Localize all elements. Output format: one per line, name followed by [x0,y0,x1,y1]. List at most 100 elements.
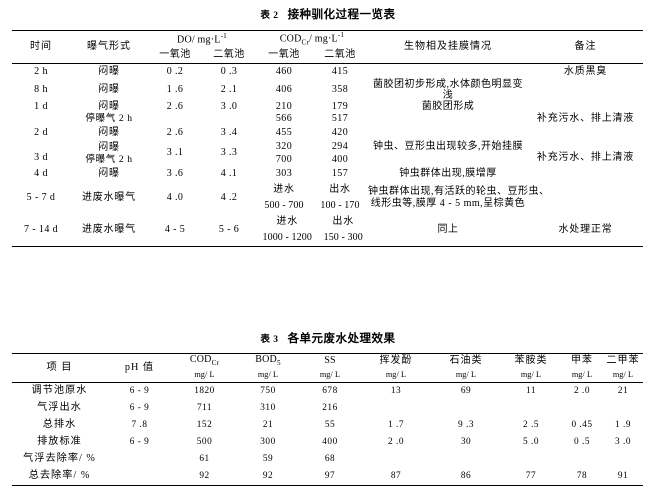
cell-phenol: 13 [361,382,431,400]
cell-item: 总排水 [42,419,77,431]
th-do-group: DO/ mg·L-1 [148,30,256,47]
cell-cod: 1820 [172,382,237,400]
table-row: 8 h 闷曝 1 .6 2 .1 406 358 菌胶团初步形成,水体颜色明显变… [12,79,643,101]
table-2-caption: 表 2 接种驯化过程一览表 [0,6,655,22]
cell-ph: 6 - 9 [129,436,150,447]
cell-aeration: 闷曝 [98,84,120,96]
cell-aeration-line-2: 停曝气 2 h [85,153,133,165]
inout-table: 进水 出水 500 - 700 100 - 170 [256,182,368,214]
cell-cod2-line-1: 179 [331,101,349,112]
cell-ss: 55 [324,419,336,430]
th-item: 项 目 [12,353,107,383]
cell-xylene [603,400,643,417]
table-row: 3 d 闷曝 停曝气 2 h 3 .1 3 .3 320 700 294 400… [12,141,643,165]
cell-bio [368,63,528,80]
th-cod-sub: Cr [211,358,220,367]
th-do-pool2: 二氧池 [213,48,245,60]
cell-oil: 30 [460,436,472,447]
cell-cod-out-label: 出水 [332,215,355,227]
cell-do1: 2 .6 [166,127,184,139]
cell-cod: 61 [199,453,210,464]
cell-do1: 2 .6 [166,101,184,112]
cell-cod1: 460 [256,63,312,80]
cell-cod1: 320 700 [256,141,312,165]
cell-note [528,80,643,101]
th-cod-group-unit: / mg·L [309,32,338,44]
cell-ss: 68 [324,453,336,464]
table-row: 调节池原水 6 - 9 1820 750 678 13 69 11 2 .0 2… [12,382,643,400]
cell-cod: 711 [196,402,213,413]
cell-time: 2 d [34,127,48,139]
cell-toluene: 0 .5 [574,436,590,447]
cell-oil: 9 .3 [458,419,474,430]
cell-bod: 92 [237,468,299,486]
cell-xylene: 21 [603,382,643,400]
cell-do2: 3 .0 [220,101,238,112]
cell-cod-in-label: 进水 [273,183,295,195]
cell-bio-line-1: 钟虫群体出现,有活跃的轮虫、豆形虫、 [368,185,550,197]
th-xylene-unit: mg/ L [612,369,634,379]
cell-ph: 7 .8 [131,419,148,430]
cell-note: 水处理正常 [528,213,643,247]
cell-do2: 4 .1 [220,167,238,179]
table-3: 项 目 pH 值 CODCr BOD5 SS 挥发酚 石油类 苯胺类 甲苯 二甲… [12,353,643,486]
th-toluene-unit: mg/ L [571,369,593,379]
th-bod: BOD5 [237,353,299,368]
cell-aniline: 2 .5 [523,419,539,430]
cell-time: 3 d [34,152,48,164]
cell-ph [107,468,172,486]
cell-time: 2 h [12,63,70,80]
th-aniline: 苯胺类 [501,353,561,368]
th-cod: CODCr [172,353,237,368]
th-cod-group-sub: Cr [301,37,310,46]
cell-do2: 2 .1 [220,84,238,96]
inout-value-row: 500 - 700 100 - 170 [256,198,368,214]
cell-oil [431,451,501,468]
cell-xylene [603,451,643,468]
cell-note: 补充污水、排上清液 [536,112,635,124]
cell-aniline: 11 [501,382,561,400]
cell-time: 8 h [34,84,48,96]
cell-cod-inout: 进水 出水 1000 - 1200 150 - 300 [256,213,368,247]
cell-cod-inout: 进水 出水 500 - 700 100 - 170 [256,182,368,214]
cell-phenol: 1 .7 [388,419,404,430]
cell-aeration: 闷曝 停曝气 2 h [70,101,148,125]
cell-cod-out-value: 100 - 170 [320,199,360,211]
cell-toluene: 78 [561,468,603,486]
th-bod-unit: mg/ L [257,369,279,379]
cell-time: 4 d [34,167,48,179]
inout-label-row: 进水 出水 [256,214,368,230]
table-2: 时间 曝气形式 DO/ mg·L-1 CODCr/ mg·L-1 生物相及挂膜情… [12,30,643,247]
cell-time: 7 - 14 d [12,213,70,247]
cell-aeration-line-2: 停曝气 2 h [85,113,133,125]
th-toluene: 甲苯 [561,353,603,368]
th-cod-group-sup: -1 [337,30,345,39]
cell-ss: 216 [322,402,338,413]
cell-cod1-line-2: 700 [275,153,293,165]
cell-cod1: 455 [275,127,293,139]
th-time: 时间 [12,30,70,64]
cell-aniline [501,451,561,468]
cell-bod: 300 [260,436,276,447]
th-do-group-text: DO/ mg·L [177,33,221,45]
table-3-title: 各单元废水处理效果 [287,333,396,345]
table-2-header-row-2: 一氧池 二氧池 一氧池 二氧池 [12,47,643,64]
cell-note [528,166,643,182]
cell-time: 5 - 7 d [26,191,56,203]
cell-aniline [501,400,561,417]
cell-item: 气浮去除率/ % [23,453,96,465]
table-row: 总去除率/ % 92 92 97 87 86 77 78 91 [12,468,643,486]
th-oil: 石油类 [431,353,501,368]
th-do-group-sup: -1 [220,31,227,40]
cell-cod2: 179 517 [312,101,368,125]
cell-cod1: 303 [275,167,293,179]
cell-cod1-line-2: 566 [275,113,293,125]
cell-bio [368,125,528,141]
cell-cod: 500 [196,436,213,447]
cell-cod-out-value: 150 - 300 [323,231,363,243]
cell-note: 补充污水、排上清液 [536,152,635,164]
cell-phenol: 2 .0 [388,436,404,447]
cell-ss: 678 [299,382,361,400]
cell-cod2-line-1: 294 [331,141,349,153]
